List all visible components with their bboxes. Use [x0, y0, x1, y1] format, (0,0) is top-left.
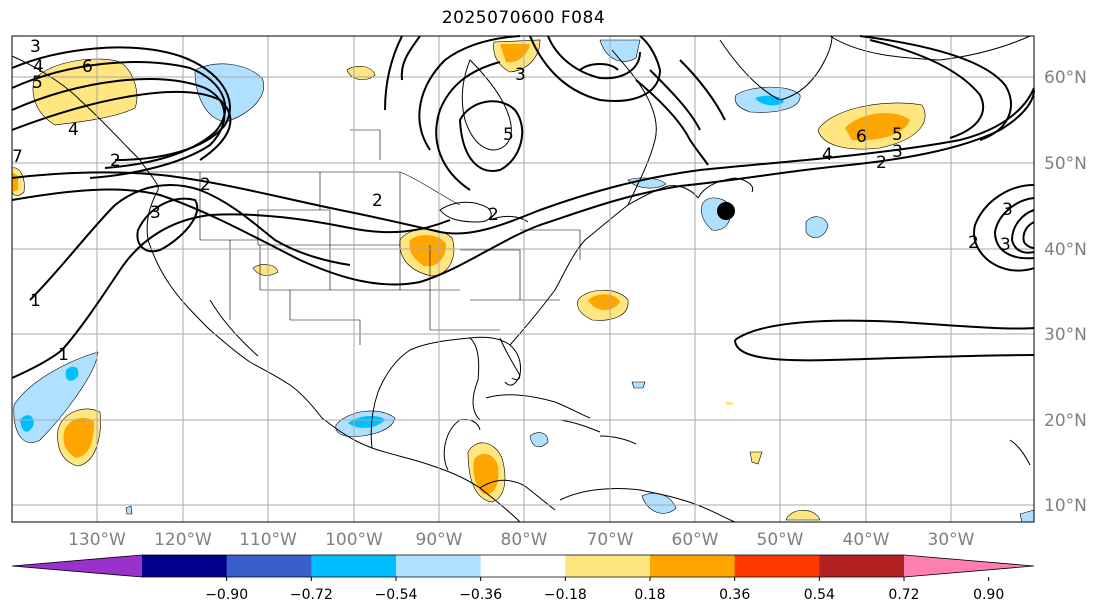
- colorbar-tick-label: −0.18: [544, 587, 587, 603]
- lat-label: 50°N: [1044, 154, 1087, 174]
- lon-label: 80°W: [501, 530, 548, 550]
- colorbar-segment: [396, 555, 482, 577]
- colorbar-segment: [650, 555, 736, 577]
- contour-label: 3: [150, 203, 161, 223]
- colorbar-tick-label: 0.36: [719, 587, 750, 603]
- contour-label: 4: [33, 57, 44, 77]
- contour-label: 7: [12, 147, 23, 167]
- colorbar-tick-label: 0.54: [804, 587, 835, 603]
- contour-label: 6: [856, 127, 867, 147]
- lon-label: 120°W: [154, 530, 212, 550]
- anomaly-patch: [726, 402, 734, 405]
- anomaly-patch: [194, 63, 264, 123]
- colorbar-segment: [226, 555, 312, 577]
- contour-label: 5: [32, 73, 43, 93]
- colorbar-segment: [480, 555, 566, 577]
- lat-label: 30°N: [1044, 325, 1087, 345]
- contour-label: 2: [968, 233, 979, 253]
- anomaly-patch: [500, 44, 530, 63]
- contour-label: 2: [876, 153, 887, 173]
- contour-label: 4: [822, 145, 833, 165]
- contour-label: 2: [200, 175, 211, 195]
- colorbar-segments: [11, 554, 1035, 578]
- anomaly-patch: [529, 432, 549, 448]
- colorbar-segment: [819, 555, 905, 577]
- lon-label: 100°W: [325, 530, 383, 550]
- lon-label: 130°W: [68, 530, 126, 550]
- colorbar-segment: [311, 555, 397, 577]
- anomaly-patch: [845, 113, 910, 141]
- contour-label: 5: [892, 125, 903, 145]
- contour-label: 1: [58, 345, 69, 365]
- anomaly-patch: [409, 235, 446, 267]
- contour-label: 3: [515, 65, 526, 85]
- lat-label: 60°N: [1044, 68, 1087, 88]
- anomaly-patch: [749, 451, 763, 465]
- lat-label: 40°N: [1044, 240, 1087, 260]
- lon-label: 30°W: [928, 530, 975, 550]
- anomaly-patch: [641, 493, 677, 514]
- colorbar-segment: [565, 555, 651, 577]
- anomaly-patch: [20, 415, 34, 432]
- longitude-labels: 130°W 120°W 110°W 100°W 90°W 80°W 70°W 6…: [68, 530, 975, 550]
- lon-label: 70°W: [587, 530, 634, 550]
- lat-label: 10°N: [1044, 496, 1087, 516]
- contour-label: 5: [503, 125, 514, 145]
- colorbar-segment: [734, 555, 820, 577]
- anomaly-patch: [63, 417, 94, 458]
- colorbar-segment: [904, 555, 1034, 577]
- colorbar-segment: [142, 555, 228, 577]
- colorbar-tick-label: −0.90: [205, 587, 248, 603]
- contour-label: 2: [488, 205, 499, 225]
- political-borders: [140, 129, 581, 345]
- anomaly-patch: [65, 366, 79, 381]
- contour-label: 2: [110, 151, 121, 171]
- anomaly-patch: [473, 453, 499, 495]
- contour-label: 4: [68, 120, 79, 140]
- lon-label: 50°W: [757, 530, 804, 550]
- colorbar-tick-label: 0.72: [888, 587, 919, 603]
- map-frame: [11, 35, 1035, 523]
- contour-label: 1: [30, 291, 41, 311]
- contour-label: 3: [1000, 235, 1011, 255]
- contour-label: 3: [30, 37, 41, 57]
- colorbar-segment: [12, 555, 142, 577]
- colorbar-tick-label: 0.18: [634, 587, 665, 603]
- graticule: [12, 36, 1034, 522]
- map-title: 2025070600 F084: [441, 8, 606, 28]
- anomaly-patch: [785, 509, 821, 521]
- colorbar-tick-label: −0.72: [290, 587, 333, 603]
- lon-label: 90°W: [416, 530, 463, 550]
- contour-lines: [11, 35, 1035, 379]
- colorbar-tick-label: −0.36: [459, 587, 502, 603]
- lon-label: 40°W: [843, 530, 890, 550]
- anomaly-patch: [252, 264, 279, 276]
- anomaly-patch: [631, 381, 646, 389]
- contour-label: 2: [372, 191, 383, 211]
- lat-label: 20°N: [1044, 411, 1087, 431]
- latitude-labels: 60°N 50°N 40°N 30°N 20°N 10°N: [1044, 68, 1087, 516]
- contour-labels: 3 4 5 6 2 3 2 1 1 5 3 4 5 6 2 3 2 3 3 2 …: [12, 37, 1013, 365]
- lon-label: 110°W: [239, 530, 297, 550]
- anomaly-patch: [125, 505, 133, 515]
- colorbar-ticks: −0.90 −0.72 −0.54 −0.36 −0.18 0.18 0.36 0.54 0.7…: [205, 577, 1004, 603]
- colorbar-outline: [11, 554, 1035, 578]
- contour-label: 3: [1002, 200, 1013, 220]
- colorbar-tick-label: −0.54: [375, 587, 418, 603]
- coastlines: [11, 35, 1031, 523]
- contour-label: 3: [892, 142, 903, 162]
- storm-marker-icon: [717, 202, 735, 220]
- map-panel: 3 4 5 6 2 3 2 1 1 5 3 4 5 6 2 3 2 3 3 2 …: [11, 35, 1035, 523]
- anomaly-patch: [805, 216, 829, 238]
- lon-label: 60°W: [672, 530, 719, 550]
- colorbar-tick-label: 0.90: [973, 587, 1004, 603]
- anomaly-patch: [348, 415, 385, 428]
- contour-label: 6: [82, 57, 93, 77]
- colorbar: −0.90 −0.72 −0.54 −0.36 −0.18 0.18 0.36 0.54 0.7…: [11, 554, 1035, 603]
- anomaly-patch: [588, 294, 620, 310]
